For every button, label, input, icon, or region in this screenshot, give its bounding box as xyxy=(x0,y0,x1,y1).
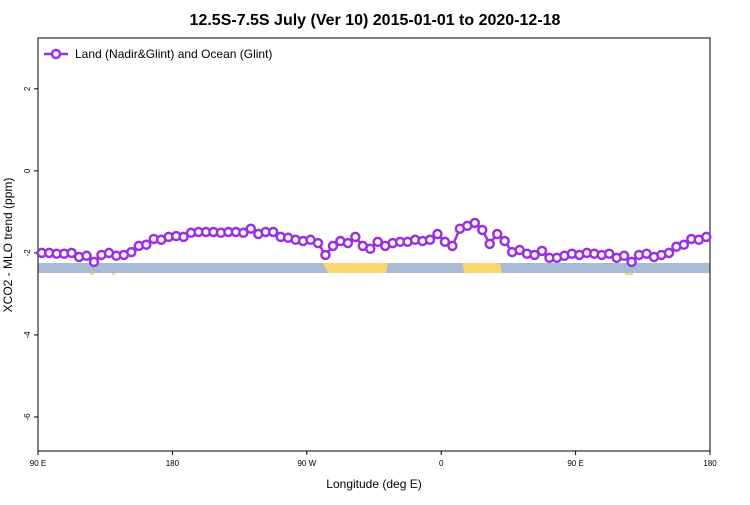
point xyxy=(350,231,361,243)
point xyxy=(88,256,100,268)
y-tick-label: 2 xyxy=(23,86,32,91)
legend-label: Land (Nadir&Glint) and Ocean (Glint) xyxy=(75,47,272,61)
point xyxy=(663,247,675,259)
point xyxy=(267,226,279,238)
point xyxy=(66,247,77,259)
point xyxy=(439,236,451,248)
x-tick-label: 90 W xyxy=(297,459,316,468)
point xyxy=(447,240,458,252)
y-axis-label: XCO2 - MLO trend (ppm) xyxy=(1,178,15,313)
point xyxy=(81,250,92,262)
point xyxy=(678,239,690,250)
y-tick-label: -6 xyxy=(23,413,32,421)
point xyxy=(365,243,376,255)
point xyxy=(178,231,189,243)
point xyxy=(320,249,331,261)
point xyxy=(141,239,152,250)
point xyxy=(536,245,548,257)
point xyxy=(238,227,249,239)
point xyxy=(245,223,257,234)
x-tick-label: 90 E xyxy=(567,459,583,468)
point xyxy=(529,249,540,261)
chart-title: 12.5S-7.5S July (Ver 10) 2015-01-01 to 2… xyxy=(190,12,561,29)
point xyxy=(424,234,436,246)
point xyxy=(618,250,630,262)
point xyxy=(603,248,615,259)
y-tick-label: -2 xyxy=(23,249,32,257)
x-tick-label: 180 xyxy=(166,459,180,468)
point xyxy=(432,228,443,240)
point xyxy=(372,236,383,248)
point xyxy=(327,240,339,252)
y-tick-label: 0 xyxy=(23,168,32,173)
x-tick-label: 0 xyxy=(439,459,444,468)
point xyxy=(499,235,510,247)
x-axis-label: Longitude (deg E) xyxy=(326,477,421,491)
point xyxy=(701,231,712,243)
point xyxy=(469,217,481,229)
point xyxy=(491,228,503,240)
point xyxy=(126,246,137,258)
x-tick-label: 90 E xyxy=(30,459,46,468)
x-tick-label: 180 xyxy=(703,459,717,468)
point xyxy=(626,256,637,268)
land-ocean-strip xyxy=(38,263,710,275)
y-tick-label: -4 xyxy=(23,331,32,339)
point xyxy=(477,224,488,236)
point xyxy=(484,238,495,250)
point xyxy=(342,237,354,249)
point xyxy=(312,237,324,249)
plot-frame xyxy=(37,37,711,452)
legend-marker xyxy=(50,48,62,60)
